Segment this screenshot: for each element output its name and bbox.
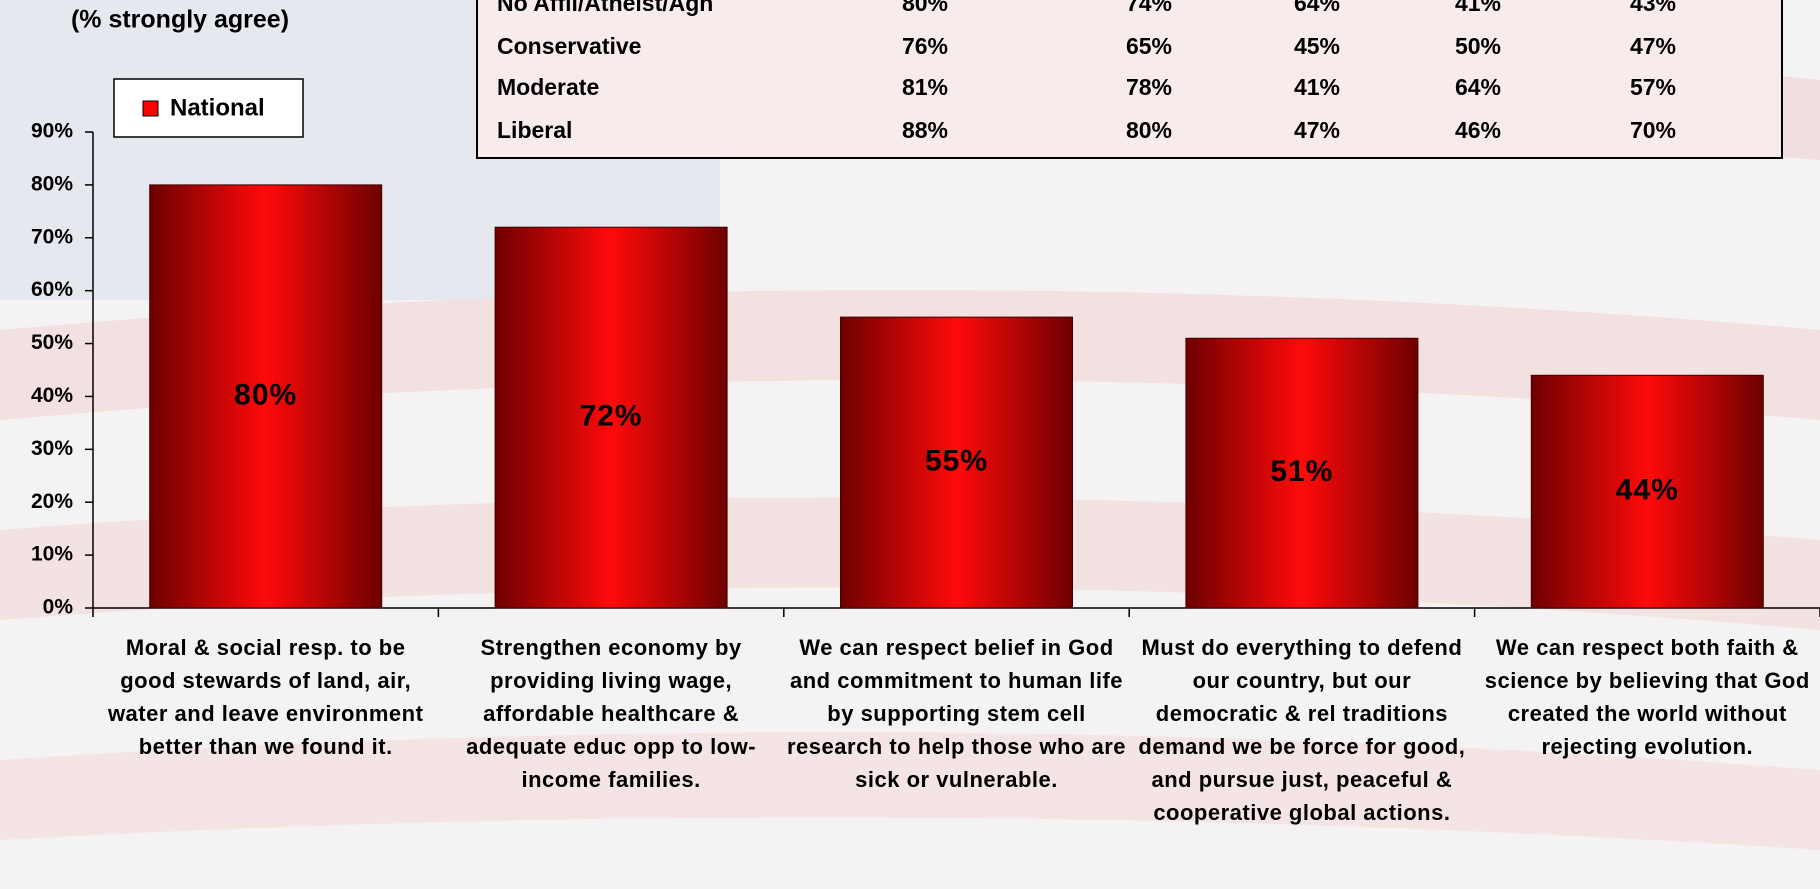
value-label: 80% bbox=[234, 378, 297, 411]
table-box bbox=[476, 0, 1783, 159]
table-row-label: Liberal bbox=[497, 117, 572, 143]
table-cell: 41% bbox=[1455, 0, 1501, 16]
table-row-label: No Affil/Atheist/Agn bbox=[497, 0, 713, 16]
bar bbox=[1185, 337, 1419, 609]
y-tick-label: 20% bbox=[31, 490, 73, 513]
x-tick-label: Moral & social resp. to be good stewards… bbox=[107, 635, 424, 759]
y-tick-label: 70% bbox=[31, 225, 73, 248]
y-tick-label: 90% bbox=[31, 120, 73, 143]
y-tick-label: 0% bbox=[43, 596, 74, 619]
value-label: 44% bbox=[1616, 474, 1679, 507]
y-tick-label: 60% bbox=[31, 278, 73, 301]
table-row-label: Conservative bbox=[497, 33, 641, 59]
table-cell: 41% bbox=[1294, 74, 1340, 100]
x-tick-label: Must do everything to defend our country… bbox=[1138, 635, 1466, 825]
bar bbox=[494, 226, 728, 609]
table-cell: 47% bbox=[1294, 117, 1340, 143]
legend: National bbox=[113, 78, 304, 138]
table-cell: 76% bbox=[902, 33, 948, 59]
table-cell: 70% bbox=[1630, 117, 1676, 143]
bar bbox=[840, 316, 1073, 609]
table-cell: 43% bbox=[1630, 0, 1676, 16]
table-cell: 81% bbox=[902, 74, 948, 100]
value-label: 51% bbox=[1270, 455, 1333, 488]
bar bbox=[1530, 374, 1764, 609]
table-cell: 64% bbox=[1294, 0, 1340, 16]
table-cell: 64% bbox=[1455, 74, 1501, 100]
table-cell: 47% bbox=[1630, 33, 1676, 59]
table-cell: 50% bbox=[1455, 33, 1501, 59]
table-cell: 46% bbox=[1455, 117, 1501, 143]
table: No Affil/Atheist/Agn 80% 74% 64% 41% 43% Conse… bbox=[476, 0, 1783, 159]
table-cell: 78% bbox=[1126, 74, 1172, 100]
table-cell: 80% bbox=[902, 0, 948, 16]
table-cell: 88% bbox=[902, 117, 948, 143]
y-tick-label: 50% bbox=[31, 331, 73, 354]
y-tick-label: 10% bbox=[31, 543, 73, 566]
legend-label: National bbox=[170, 94, 265, 121]
table-cell: 57% bbox=[1630, 74, 1676, 100]
y-tick-label: 30% bbox=[31, 437, 73, 460]
table-cell: 45% bbox=[1294, 33, 1340, 59]
value-label: 55% bbox=[925, 444, 988, 477]
bar bbox=[149, 184, 383, 609]
legend-swatch bbox=[142, 100, 159, 117]
chart-title: (% strongly agree) bbox=[71, 6, 289, 34]
x-tick-label: We can respect belief in God and commitm… bbox=[787, 635, 1126, 792]
table-row-label: Moderate bbox=[497, 74, 599, 100]
x-tick-label: Strengthen economy by providing living w… bbox=[466, 635, 757, 792]
table-cell: 74% bbox=[1126, 0, 1172, 16]
y-tick-label: 40% bbox=[31, 384, 73, 407]
x-tick-label: We can respect both faith & science by b… bbox=[1484, 635, 1810, 759]
value-label: 72% bbox=[580, 400, 643, 433]
table-cell: 80% bbox=[1126, 117, 1172, 143]
y-tick-label: 80% bbox=[31, 172, 73, 195]
table-cell: 65% bbox=[1126, 33, 1172, 59]
